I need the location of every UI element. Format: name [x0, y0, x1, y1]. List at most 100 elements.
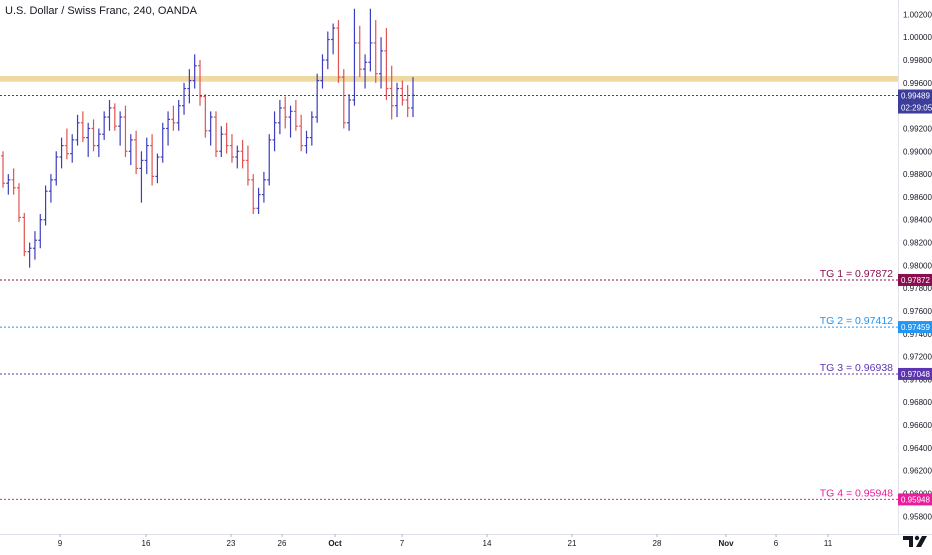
- ohlc-bar[interactable]: [357, 25, 362, 78]
- ohlc-bar[interactable]: [235, 145, 240, 169]
- ohlc-bar[interactable]: [352, 8, 357, 106]
- target-label: TG 3 = 0.96938: [820, 362, 893, 374]
- ohlc-bar[interactable]: [6, 174, 11, 195]
- ohlc-bar[interactable]: [59, 137, 64, 169]
- ohlc-bar[interactable]: [363, 54, 368, 89]
- ohlc-bar[interactable]: [176, 99, 181, 131]
- y-tick-label: 0.98800: [903, 170, 932, 179]
- ohlc-bar[interactable]: [155, 153, 160, 184]
- ohlc-bar[interactable]: [102, 111, 107, 140]
- ohlc-bar[interactable]: [299, 114, 304, 152]
- ohlc-bar[interactable]: [166, 111, 171, 146]
- ohlc-bar[interactable]: [70, 134, 75, 163]
- ohlc-bar[interactable]: [389, 65, 394, 120]
- ohlc-bar[interactable]: [277, 99, 282, 135]
- ohlc-bar[interactable]: [293, 99, 298, 131]
- y-tick-label: 0.99600: [903, 79, 932, 88]
- svg-text:0.97872: 0.97872: [901, 276, 930, 285]
- ohlc-bar[interactable]: [1, 151, 5, 188]
- ohlc-bar[interactable]: [182, 82, 187, 115]
- ohlc-bar[interactable]: [54, 151, 59, 186]
- ohlc-bar[interactable]: [171, 105, 176, 131]
- y-tick-label: 1.00000: [903, 33, 932, 42]
- ohlc-bar[interactable]: [224, 122, 229, 154]
- ohlc-bar[interactable]: [43, 185, 48, 226]
- ohlc-bar[interactable]: [11, 168, 16, 195]
- ohlc-bar[interactable]: [400, 80, 405, 106]
- ohlc-bar[interactable]: [27, 242, 32, 268]
- price-axis[interactable]: 1.002001.000000.998000.996000.994000.992…: [898, 10, 932, 521]
- horizontal-lines[interactable]: TG 1 = 0.97872 TG 2 = 0.97412 TG 3 = 0.969…: [0, 95, 898, 500]
- y-tick-label: 0.96400: [903, 444, 932, 453]
- ohlc-bar[interactable]: [150, 134, 155, 186]
- grid: [0, 0, 932, 535]
- target-label: TG 2 = 0.97412: [820, 315, 893, 327]
- ohlc-bar[interactable]: [336, 20, 341, 83]
- ohlc-bar[interactable]: [331, 23, 336, 55]
- ohlc-bar[interactable]: [379, 37, 384, 89]
- ohlc-bar[interactable]: [32, 231, 37, 260]
- ohlc-bar[interactable]: [48, 174, 53, 203]
- ohlc-bar[interactable]: [96, 128, 101, 157]
- x-tick-label: Nov: [718, 539, 734, 548]
- ohlc-bar[interactable]: [304, 130, 309, 154]
- ohlc-bar[interactable]: [405, 85, 410, 118]
- resistance-band[interactable]: [0, 76, 898, 82]
- x-tick-label: 14: [483, 539, 492, 548]
- ohlc-bar[interactable]: [309, 111, 314, 146]
- ohlc-bar[interactable]: [80, 111, 85, 143]
- ohlc-bar[interactable]: [38, 214, 43, 249]
- ohlc-bar[interactable]: [283, 96, 288, 129]
- y-tick-label: 0.98400: [903, 216, 932, 225]
- y-tick-label: 0.97600: [903, 307, 932, 316]
- ohlc-bar[interactable]: [213, 111, 218, 157]
- ohlc-bar[interactable]: [315, 73, 320, 123]
- ohlc-bar[interactable]: [373, 20, 378, 83]
- ohlc-bar[interactable]: [251, 174, 256, 215]
- ohlc-bar[interactable]: [203, 94, 208, 138]
- ohlc-bar[interactable]: [261, 171, 266, 203]
- ohlc-bar[interactable]: [395, 82, 400, 118]
- ohlc-bar[interactable]: [107, 99, 112, 131]
- ohlc-bar[interactable]: [160, 122, 165, 163]
- ohlc-bar[interactable]: [91, 119, 96, 152]
- ohlc-bar[interactable]: [128, 134, 133, 165]
- ohlc-bar[interactable]: [288, 105, 293, 138]
- countdown-badge: 02:29:05: [898, 101, 932, 114]
- ohlc-bar[interactable]: [245, 145, 250, 186]
- ohlc-bar[interactable]: [64, 128, 69, 160]
- ohlc-bar[interactable]: [208, 111, 213, 146]
- y-tick-label: 0.99200: [903, 124, 932, 133]
- target-price-badge: 0.97872: [898, 273, 932, 286]
- ohlc-bar[interactable]: [86, 122, 91, 157]
- price-bars[interactable]: [1, 8, 415, 268]
- ohlc-bar[interactable]: [123, 105, 128, 157]
- ohlc-bar[interactable]: [112, 103, 117, 131]
- ohlc-bar[interactable]: [75, 114, 80, 146]
- ohlc-bar[interactable]: [325, 31, 330, 70]
- ohlc-bar[interactable]: [229, 134, 234, 163]
- ohlc-bar[interactable]: [16, 183, 21, 223]
- ohlc-bar[interactable]: [139, 151, 144, 203]
- ohlc-bar[interactable]: [134, 130, 139, 175]
- ohlc-bar[interactable]: [411, 77, 415, 118]
- ohlc-bar[interactable]: [144, 137, 149, 175]
- ohlc-bar[interactable]: [341, 69, 346, 129]
- ohlc-bar[interactable]: [320, 54, 325, 89]
- ohlc-bar[interactable]: [118, 111, 123, 146]
- ohlc-bar[interactable]: [192, 54, 197, 89]
- ohlc-bar[interactable]: [256, 187, 261, 215]
- ohlc-bar[interactable]: [198, 60, 203, 106]
- ohlc-bar[interactable]: [187, 69, 192, 104]
- ohlc-bar[interactable]: [368, 8, 373, 72]
- ohlc-bar[interactable]: [384, 28, 389, 100]
- ohlc-bar[interactable]: [272, 111, 277, 152]
- ohlc-bar[interactable]: [219, 126, 224, 157]
- ohlc-bar[interactable]: [22, 212, 27, 257]
- time-axis[interactable]: 9 16 23 26 Oct 7 14 21 28 Nov 6 11: [58, 534, 833, 548]
- ohlc-bar[interactable]: [267, 134, 272, 186]
- ohlc-bar[interactable]: [240, 139, 245, 169]
- ohlc-bar[interactable]: [347, 94, 352, 131]
